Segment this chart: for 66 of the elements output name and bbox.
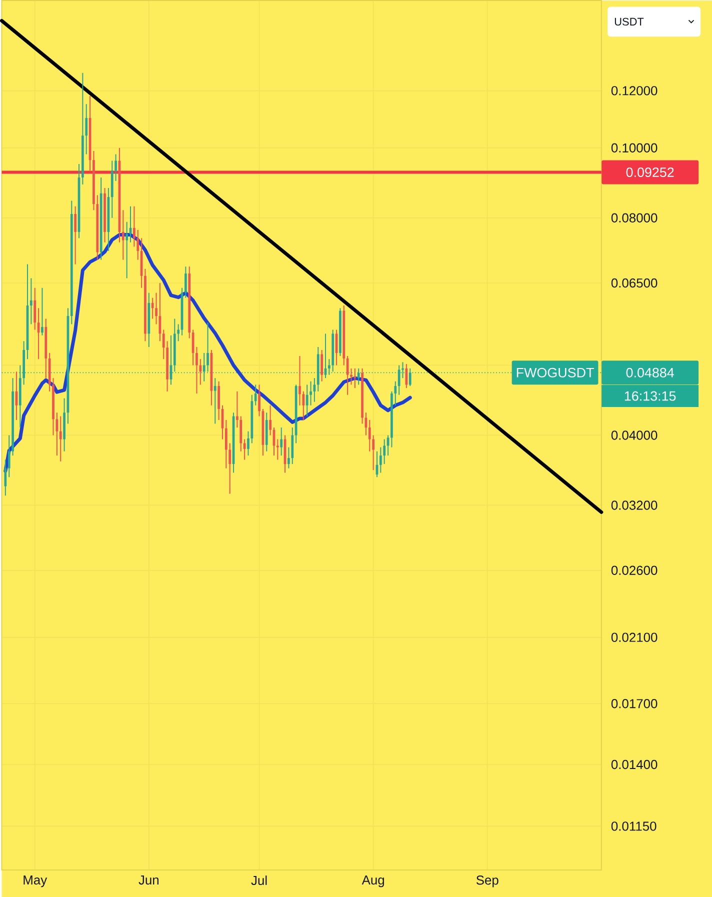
x-tick-label: Aug — [362, 876, 384, 888]
candlestick — [184, 266, 187, 298]
x-tick-label: Sep — [476, 876, 498, 888]
candlestick — [368, 419, 371, 452]
candlestick — [280, 427, 282, 456]
y-tick-label: 0.01400 — [611, 760, 658, 770]
candlestick — [291, 427, 294, 465]
candlestick — [383, 438, 386, 465]
candlestick — [162, 329, 165, 360]
x-tick-label: Jun — [138, 876, 158, 885]
y-tick-label: 0.01150 — [611, 822, 656, 831]
candlestick — [236, 390, 238, 428]
ref-line-label: 0.09252 — [626, 168, 674, 178]
candlestick — [268, 404, 272, 436]
candlestick — [379, 446, 382, 474]
y-tick-label: 0.10000 — [611, 143, 658, 152]
candlestick — [40, 287, 44, 336]
candlestick — [59, 416, 62, 462]
x-tick-label: May — [24, 876, 47, 888]
candlestick — [258, 384, 260, 417]
candlestick — [320, 349, 323, 382]
candlestick — [306, 384, 308, 417]
candlestick — [114, 154, 117, 182]
candlestick — [151, 297, 154, 320]
y-tick-label: 0.12000 — [611, 86, 658, 96]
y-tick-label: 0.08000 — [611, 213, 658, 222]
candlestick — [246, 430, 250, 456]
candlestick — [125, 221, 128, 279]
candlestick — [372, 434, 374, 471]
candlestick — [276, 438, 279, 460]
candlestick — [214, 378, 216, 424]
candlestick — [8, 434, 10, 478]
candlestick — [309, 380, 312, 406]
y-tick-label: 0.01700 — [611, 699, 658, 708]
y-tick-label: 0.04000 — [611, 430, 658, 440]
x-tick-label: Jul — [251, 876, 267, 886]
candlestick — [228, 442, 231, 494]
y-tick-label: 0.06500 — [611, 278, 658, 288]
candlestick — [122, 210, 124, 260]
candlestick — [394, 380, 396, 406]
candlestick — [30, 278, 32, 325]
candlestick — [136, 229, 139, 260]
text: 16:13:15 — [624, 391, 676, 401]
candlestick — [154, 292, 158, 325]
candlestick — [302, 390, 304, 420]
candlestick — [132, 206, 136, 248]
y-tick-label: 0.03200 — [611, 500, 658, 510]
text: USDT — [614, 18, 644, 26]
candlestick — [328, 358, 330, 376]
candlestick — [195, 346, 198, 394]
candlestick — [74, 206, 76, 265]
candlestick — [176, 324, 180, 342]
candlestick — [298, 356, 301, 406]
candlestick — [240, 416, 242, 452]
candlestick — [254, 384, 257, 406]
candlestick — [224, 419, 228, 469]
candlestick — [85, 104, 88, 155]
ref-line-label: 0.04884 — [626, 368, 674, 378]
candlestick — [199, 358, 202, 386]
annotation: FWOGUSDT — [516, 368, 594, 378]
y-tick-label: 0.02100 — [611, 632, 658, 642]
candlestick — [350, 368, 352, 386]
y-tick-label: 0.02600 — [611, 566, 658, 575]
candlestick — [217, 380, 220, 420]
candlestick — [34, 287, 36, 330]
candlestick — [287, 446, 290, 469]
